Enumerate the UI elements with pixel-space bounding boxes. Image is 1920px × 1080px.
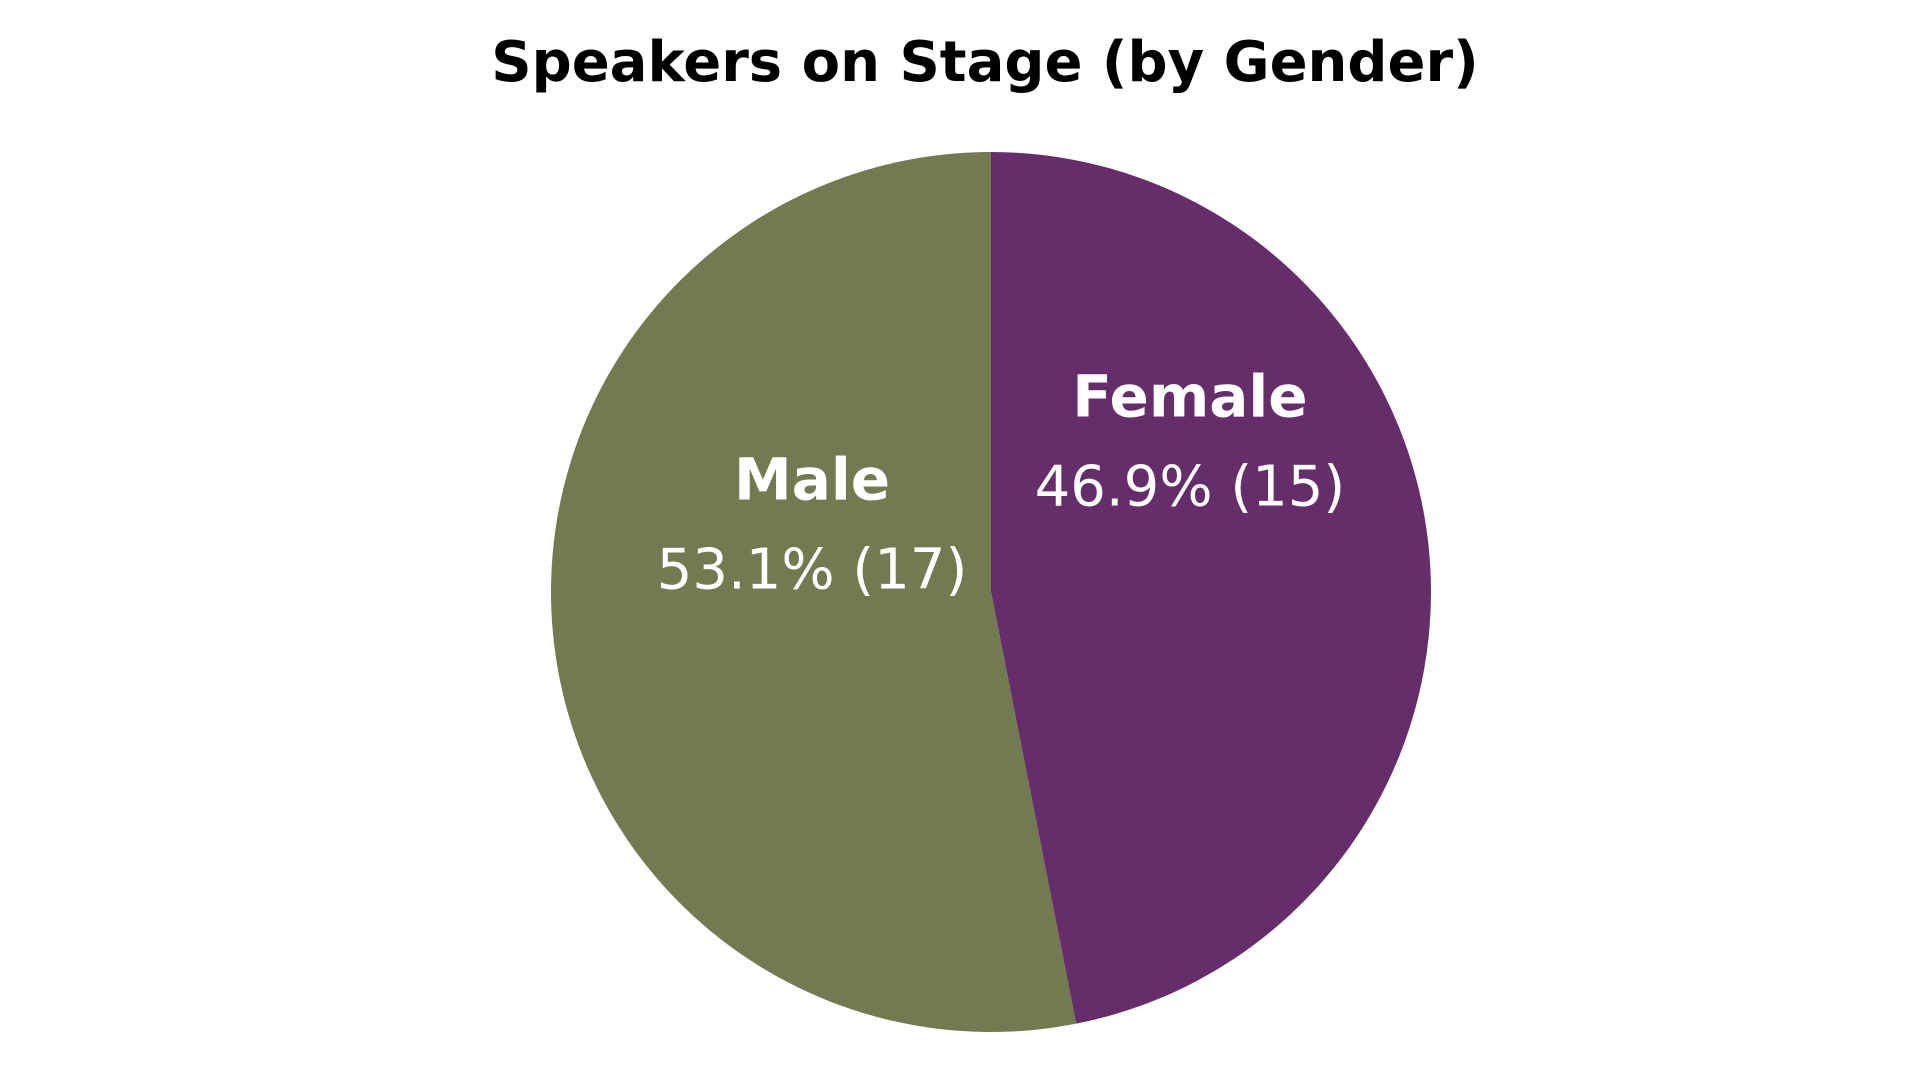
chart-title: Speakers on Stage (by Gender) (491, 30, 1478, 95)
slice-label: Female (1072, 363, 1307, 431)
pie-slice (991, 152, 1431, 1024)
pie-slice (550, 152, 1077, 1032)
slice-value-label: 53.1% (17) (657, 538, 968, 603)
slice-value-label: 46.9% (15) (1035, 455, 1346, 520)
slice-label: Male (734, 446, 890, 514)
